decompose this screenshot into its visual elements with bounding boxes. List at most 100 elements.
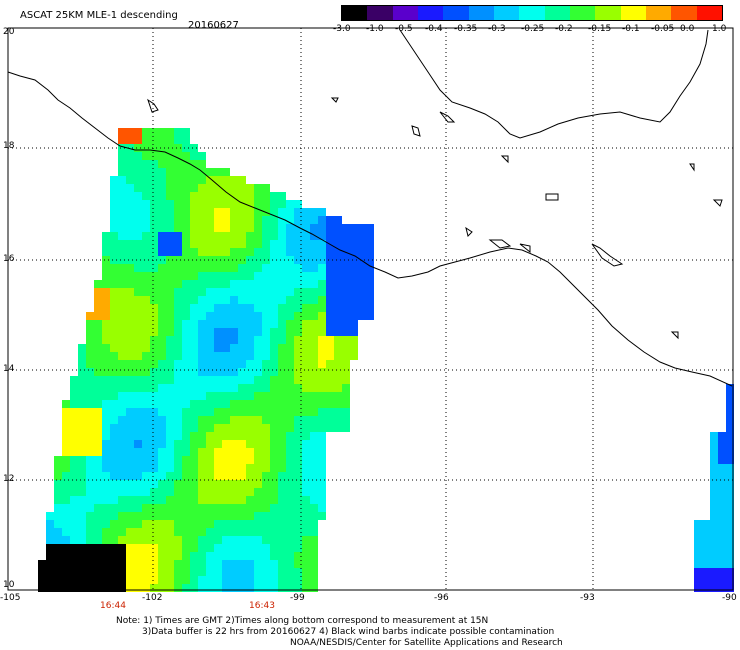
wind-cell xyxy=(230,336,238,344)
wind-cell xyxy=(694,568,702,576)
wind-cell xyxy=(102,528,110,536)
wind-cell xyxy=(150,280,158,288)
wind-cell xyxy=(318,280,326,288)
wind-cell xyxy=(190,224,198,232)
wind-cell xyxy=(270,456,278,464)
wind-cell xyxy=(206,472,214,480)
wind-cell xyxy=(710,448,718,456)
wind-cell xyxy=(158,432,166,440)
wind-cell xyxy=(726,496,734,504)
wind-cell xyxy=(166,160,174,168)
wind-cell xyxy=(342,392,350,400)
wind-cell xyxy=(158,576,166,584)
wind-cell xyxy=(254,496,262,504)
wind-cell xyxy=(270,576,278,584)
wind-cell xyxy=(214,192,222,200)
wind-cell xyxy=(118,560,126,568)
wind-cell xyxy=(78,392,86,400)
wind-cell xyxy=(206,440,214,448)
wind-cell xyxy=(126,472,134,480)
wind-cell xyxy=(286,336,294,344)
wind-cell xyxy=(254,304,262,312)
wind-cell xyxy=(150,368,158,376)
wind-cell xyxy=(126,512,134,520)
wind-cell xyxy=(286,432,294,440)
wind-cell xyxy=(70,424,78,432)
wind-cell xyxy=(206,192,214,200)
wind-cell xyxy=(206,264,214,272)
wind-cell xyxy=(702,552,710,560)
wind-cell xyxy=(206,544,214,552)
wind-cell xyxy=(310,584,318,592)
wind-cell xyxy=(214,584,222,592)
wind-cell xyxy=(270,272,278,280)
wind-cell xyxy=(214,344,222,352)
wind-cell xyxy=(358,256,366,264)
wind-cell xyxy=(254,416,262,424)
wind-cell xyxy=(62,536,70,544)
wind-cell xyxy=(86,488,94,496)
wind-cell xyxy=(278,336,286,344)
wind-cell xyxy=(150,184,158,192)
wind-cell xyxy=(206,312,214,320)
wind-cell xyxy=(286,264,294,272)
wind-cell xyxy=(190,488,198,496)
wind-cell xyxy=(262,272,270,280)
wind-cell xyxy=(318,448,326,456)
wind-cell xyxy=(302,528,310,536)
wind-cell xyxy=(142,312,150,320)
wind-cell xyxy=(318,320,326,328)
wind-cell xyxy=(126,504,134,512)
wind-cell xyxy=(118,136,126,144)
wind-cell xyxy=(198,216,206,224)
wind-cell xyxy=(286,464,294,472)
wind-cell xyxy=(166,384,174,392)
wind-cell xyxy=(182,192,190,200)
wind-cell xyxy=(150,528,158,536)
wind-cell xyxy=(342,240,350,248)
wind-cell xyxy=(286,528,294,536)
wind-cell xyxy=(94,560,102,568)
wind-cell xyxy=(214,432,222,440)
wind-cell xyxy=(222,232,230,240)
wind-cell xyxy=(142,288,150,296)
wind-cell xyxy=(86,392,94,400)
wind-cell xyxy=(174,480,182,488)
wind-cell xyxy=(94,408,102,416)
wind-cell xyxy=(182,504,190,512)
wind-cell xyxy=(134,136,142,144)
wind-cell xyxy=(206,328,214,336)
wind-cell xyxy=(166,480,174,488)
wind-cell xyxy=(246,280,254,288)
wind-cell xyxy=(246,568,254,576)
wind-cell xyxy=(326,272,334,280)
wind-cell xyxy=(694,576,702,584)
wind-cell xyxy=(166,248,174,256)
wind-cell xyxy=(198,248,206,256)
wind-cell xyxy=(150,152,158,160)
wind-cell xyxy=(206,480,214,488)
wind-cell xyxy=(238,552,246,560)
wind-cell xyxy=(334,360,342,368)
wind-cell xyxy=(214,368,222,376)
wind-cell xyxy=(198,472,206,480)
wind-cell xyxy=(158,408,166,416)
wind-cell xyxy=(190,312,198,320)
wind-cell xyxy=(238,256,246,264)
wind-cell xyxy=(70,392,78,400)
wind-cell xyxy=(214,576,222,584)
wind-cell xyxy=(270,320,278,328)
wind-cell xyxy=(278,208,286,216)
wind-cell xyxy=(278,400,286,408)
wind-cell xyxy=(198,368,206,376)
wind-cell xyxy=(158,256,166,264)
wind-cell xyxy=(286,400,294,408)
wind-cell xyxy=(190,456,198,464)
wind-cell xyxy=(158,168,166,176)
wind-cell xyxy=(294,392,302,400)
wind-cell xyxy=(142,296,150,304)
wind-cell xyxy=(118,264,126,272)
wind-cell xyxy=(166,544,174,552)
wind-cell xyxy=(166,272,174,280)
note-line-3: NOAA/NESDIS/Center for Satellite Applica… xyxy=(290,638,563,648)
